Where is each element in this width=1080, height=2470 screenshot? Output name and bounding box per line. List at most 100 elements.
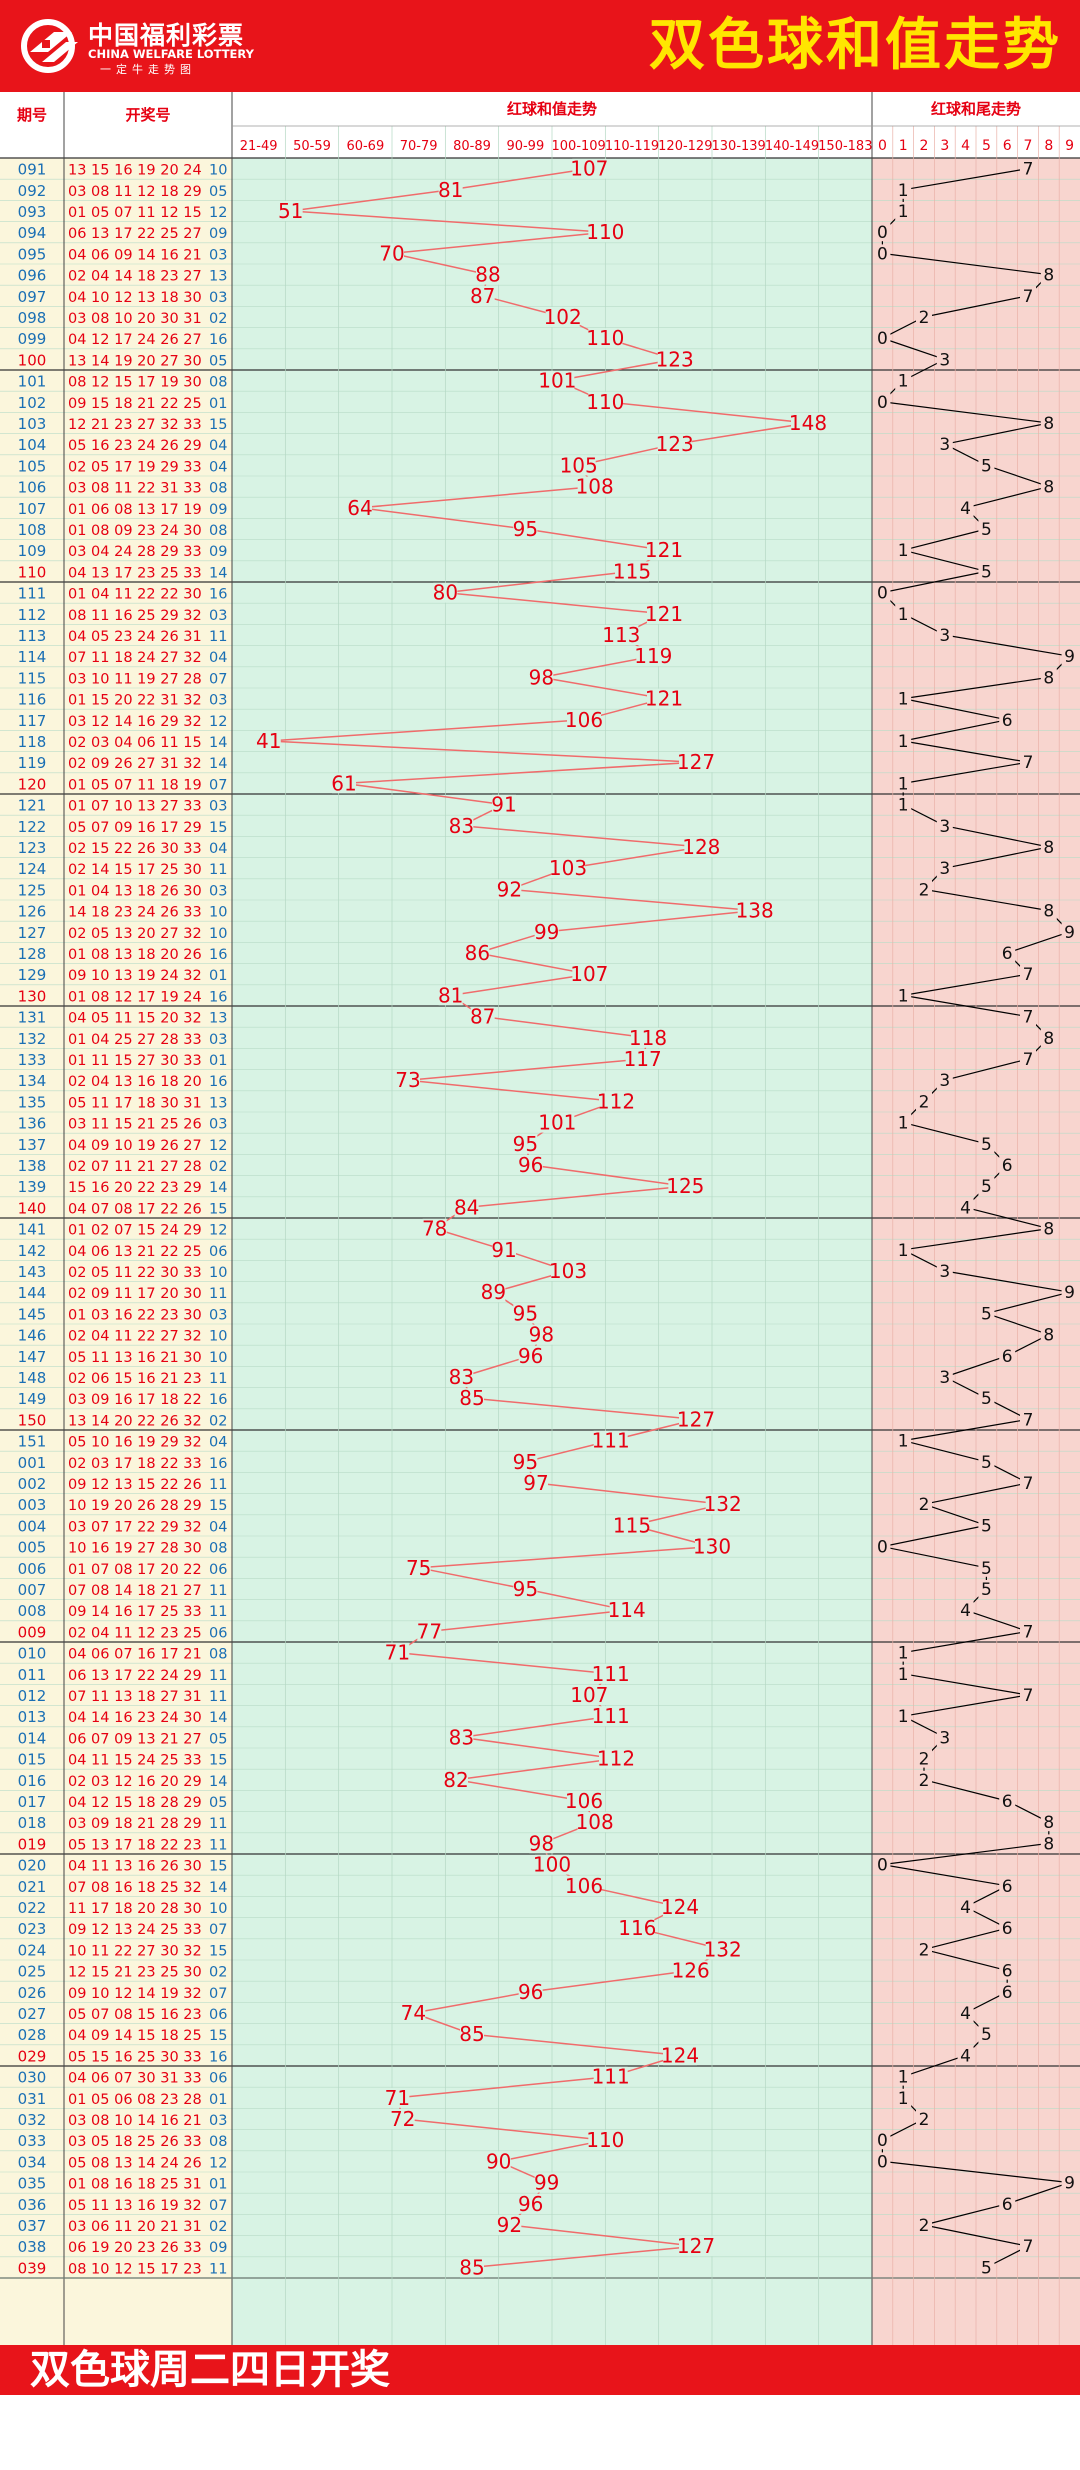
tail-value: 8: [1043, 1029, 1054, 1049]
blue-ball: 14: [209, 1880, 227, 1896]
red-balls: 03 11 15 21 25 26: [68, 1117, 202, 1133]
sum-value-bg: [438, 179, 463, 200]
sum-value: 92: [497, 877, 522, 901]
sum-value: 103: [549, 1259, 587, 1283]
sum-value: 111: [592, 1429, 630, 1453]
issue-number: 007: [18, 1581, 47, 1599]
sum-value: 81: [438, 178, 463, 202]
issue-number: 020: [18, 1857, 47, 1875]
tail-value-bg: [916, 2110, 932, 2128]
tail-value: 7: [1023, 1686, 1034, 1706]
tail-value-bg: [1061, 922, 1078, 941]
issue-number: 114: [18, 648, 47, 666]
sum-trend-segment: [418, 1567, 526, 1590]
blue-ball: 14: [209, 1774, 227, 1790]
tail-value: 6: [1002, 1877, 1013, 1897]
tail-value: 0: [877, 2131, 888, 2151]
tail-value-bg: [999, 1792, 1016, 1810]
red-balls: 07 11 13 18 27 31: [68, 1689, 202, 1705]
red-balls: 02 03 04 06 11 15: [68, 735, 202, 751]
tail-digit-label: 7: [1024, 138, 1033, 154]
issue-number: 032: [18, 2111, 47, 2129]
tail-trend-segment: [965, 486, 1049, 509]
red-balls: 03 09 16 17 18 22: [68, 1392, 202, 1408]
red-balls: 01 07 10 13 27 33: [68, 799, 202, 815]
sum-value-bg: [460, 2024, 484, 2045]
sum-value-bg: [567, 1875, 601, 1896]
tail-value-bg: [936, 626, 953, 644]
tail-value-bg: [916, 1092, 932, 1111]
blue-ball: 04: [209, 438, 227, 454]
red-balls: 03 06 11 20 21 31: [68, 2219, 202, 2235]
tail-value: 1: [898, 2068, 909, 2088]
blue-ball: 14: [209, 1710, 227, 1726]
red-balls: 06 13 17 22 24 29: [68, 1668, 202, 1684]
issue-number: 108: [18, 521, 47, 539]
issue-number: 143: [18, 1263, 47, 1281]
tail-value: 2: [919, 880, 930, 900]
sum-value-bg: [422, 1218, 447, 1239]
sum-value-bg: [588, 391, 623, 412]
tail-value: 8: [1043, 838, 1054, 858]
tail-value: 6: [1002, 1962, 1013, 1982]
blue-ball: 10: [209, 1265, 227, 1281]
tail-value: 8: [1043, 1813, 1054, 1833]
tail-value: 0: [877, 1538, 888, 1558]
tail-trend-segment: [903, 2054, 966, 2078]
tail-value-bg: [916, 308, 932, 326]
tail-value-bg: [874, 244, 891, 263]
sum-value: 61: [331, 771, 356, 795]
tail-trend-segment: [986, 1312, 1049, 1336]
bottom-margin: [0, 2395, 1080, 2470]
tail-value-bg: [1020, 965, 1036, 984]
tail-value-bg: [936, 816, 953, 835]
tail-digit-label: 4: [961, 138, 970, 154]
blue-ball: 10: [209, 905, 227, 921]
blue-ball: 10: [209, 926, 227, 942]
tail-trend-segment: [882, 1524, 987, 1548]
sum-value-bg: [444, 1769, 468, 1790]
sum-value-bg: [385, 1642, 410, 1663]
issue-number: 134: [18, 1072, 47, 1090]
col-issue-header: 期号: [17, 106, 47, 124]
blue-ball: 01: [209, 2177, 227, 2193]
tail-trend-segment: [1007, 2182, 1070, 2205]
issue-number: 138: [18, 1157, 47, 1175]
blue-ball: 12: [209, 714, 227, 730]
blue-ball: 11: [209, 1604, 227, 1620]
red-balls: 03 04 24 28 29 33: [68, 544, 202, 560]
tail-value: 2: [919, 1940, 930, 1960]
sum-value: 82: [443, 1768, 468, 1792]
tail-value: 4: [960, 2004, 971, 2024]
tail-digit-label: 3: [940, 138, 949, 154]
sum-value: 74: [401, 2001, 426, 2025]
issue-number: 014: [18, 1729, 47, 1747]
tail-trend-segment: [882, 1864, 1008, 1887]
tail-value-bg: [895, 371, 912, 390]
red-balls: 01 04 13 18 26 30: [68, 883, 202, 899]
blue-ball: 09: [209, 544, 227, 560]
tail-value: 1: [898, 2089, 909, 2109]
red-balls: 04 05 11 15 20 32: [68, 1011, 202, 1027]
issue-number: 146: [18, 1327, 47, 1345]
sum-value-bg: [535, 1854, 569, 1875]
issue-number: 093: [18, 203, 47, 221]
tail-value: 2: [919, 1771, 930, 1791]
tail-value-bg: [874, 392, 891, 411]
blue-ball: 11: [209, 1583, 227, 1599]
red-balls: 01 08 12 17 19 24: [68, 989, 202, 1005]
issue-number: 104: [18, 436, 47, 454]
tail-value: 3: [939, 435, 950, 455]
sum-range-label: 110-119: [605, 139, 659, 154]
blue-ball: 01: [209, 2092, 227, 2108]
sum-value: 121: [645, 602, 683, 626]
issue-number: 024: [18, 1941, 47, 1959]
tail-value: 4: [960, 1898, 971, 1918]
tail-value: 8: [1043, 902, 1054, 922]
sum-value: 128: [682, 835, 720, 859]
sum-trend-segment: [482, 1015, 649, 1039]
issue-number: 015: [18, 1751, 47, 1769]
issue-number: 148: [18, 1369, 47, 1387]
tail-trend-segment: [903, 1228, 1049, 1251]
sum-value-bg: [705, 1939, 740, 1960]
